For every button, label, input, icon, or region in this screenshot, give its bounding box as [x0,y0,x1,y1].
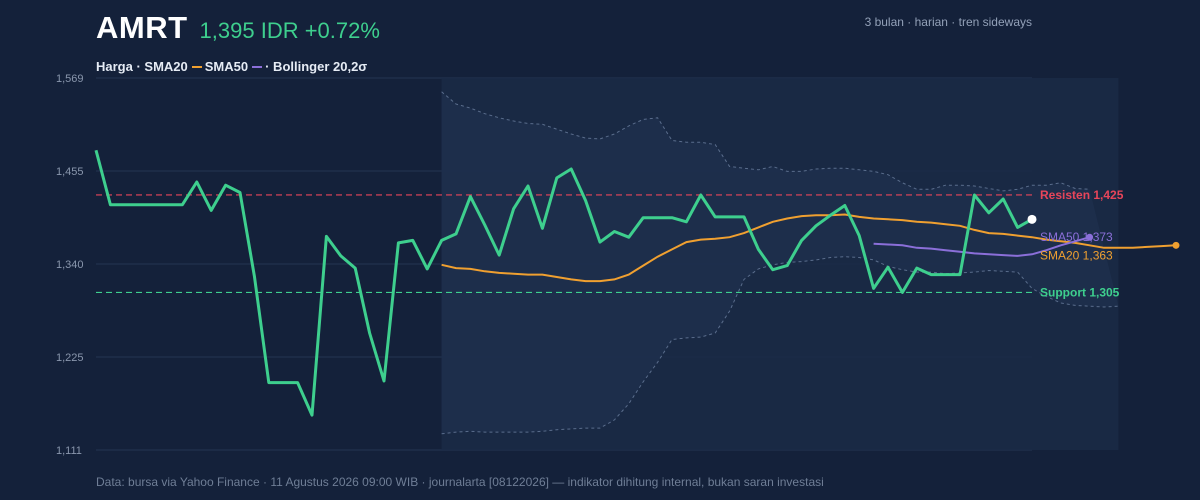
sma20-line [441,213,1177,283]
level-label-resisten: Resisten 1,425 [1040,188,1124,202]
y-tick-label: 1,569 [56,73,84,85]
legend-sma50-swatch [252,65,263,68]
chart-subtitle: 3 bulan · harian · tren sideways [864,15,1032,29]
y-tick-label: 1,455 [56,166,84,178]
chart-footer: Data: bursa via Yahoo Finance · 11 Agust… [96,475,824,489]
band-upper-line [441,91,1090,192]
legend-sma50: SMA50 [204,59,249,74]
levels: Resisten 1,425 Support 1,305 [96,188,1124,299]
sma20-end-marker [1172,241,1180,249]
legend-price: Harga · SMA20 [96,59,188,74]
price-quote: 1,395 IDR +0.72% [199,18,380,43]
sma20-end-label: SMA20 1,363 [1040,248,1113,262]
series-lines [94,149,1177,417]
chart-legend: Harga · SMA20 SMA50 · Bollinger 20,2σ [96,59,367,74]
legend-bollinger: · Bollinger 20,2σ [265,59,368,74]
legend-sma20-swatch [191,65,202,68]
y-tick-label: 1,225 [56,352,84,364]
chart-header: AMRT 1,395 IDR +0.72% [96,10,380,46]
level-label-support: Support 1,305 [1040,285,1120,299]
bollinger-band [441,78,1119,450]
sma50-line [873,236,1090,257]
sma50-end-marker [1086,233,1094,241]
y-tick-label: 1,340 [56,259,84,271]
y-tick-label: 1,111 [56,445,82,457]
price-line [94,149,1033,417]
ticker-symbol: AMRT [96,10,188,45]
sma50-end-label: SMA50 1,373 [1040,230,1113,244]
end-labels: SMA50 1,373 SMA20 1,363 [1027,214,1180,262]
price-end-marker [1027,214,1037,224]
band-fill [441,91,1119,434]
